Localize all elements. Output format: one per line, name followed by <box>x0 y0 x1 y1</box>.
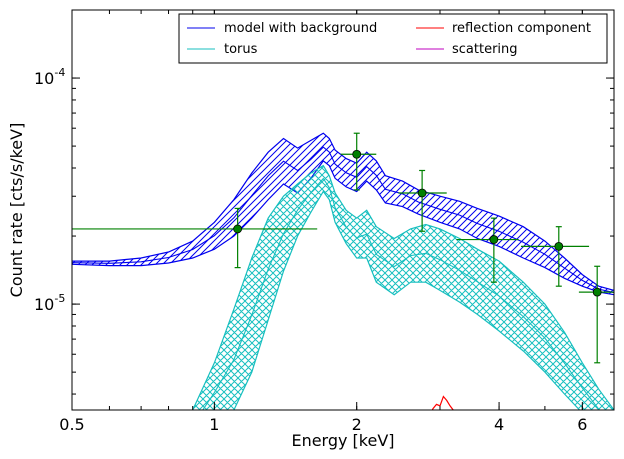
data-point-5 <box>592 287 602 297</box>
torus-mid-line <box>202 177 601 410</box>
x-tick-label-2: 2 <box>352 415 362 434</box>
data-point-0 <box>233 224 243 234</box>
legend-label-model: model with background <box>224 21 377 36</box>
model-bands <box>72 132 614 410</box>
y-axis-label: Count rate [cts/s/keV] <box>7 123 26 298</box>
legend-label-torus: torus <box>224 42 258 57</box>
tick-labels: 0.5 1 2 4 6 10-5 10-4 <box>34 66 587 434</box>
model-with-background-lower-line <box>72 160 614 296</box>
x-axis-label: Energy [keV] <box>291 431 394 450</box>
reflection-component-line <box>431 395 454 410</box>
legend-box <box>178 13 608 64</box>
x-tick-label-0: 0.5 <box>59 415 84 434</box>
data-point-3 <box>489 235 499 244</box>
data-point-2 <box>417 188 427 198</box>
torus-lower-line <box>232 190 581 410</box>
y-tick-label-0: 10-5 <box>34 292 65 314</box>
data-point-1 <box>352 149 362 159</box>
legend-label-reflection: reflection component <box>452 21 591 36</box>
data-points <box>72 132 614 364</box>
torus-band-fill <box>192 165 614 410</box>
model-with-background-mid-line <box>72 146 614 294</box>
plot-frame <box>71 9 615 411</box>
x-tick-label-1: 1 <box>209 415 219 434</box>
x-tick-label-3: 4 <box>494 415 504 434</box>
y-tick-label-1: 10-4 <box>34 66 65 88</box>
torus-upper-line <box>192 164 614 410</box>
model-with-background-band-fill <box>72 133 614 295</box>
legend: model with background reflection compone… <box>178 13 608 64</box>
x-tick-label-4: 6 <box>577 415 587 434</box>
model-with-background-upper-line <box>72 132 614 291</box>
legend-label-scattering: scattering <box>452 42 518 57</box>
data-point-4 <box>554 241 564 251</box>
